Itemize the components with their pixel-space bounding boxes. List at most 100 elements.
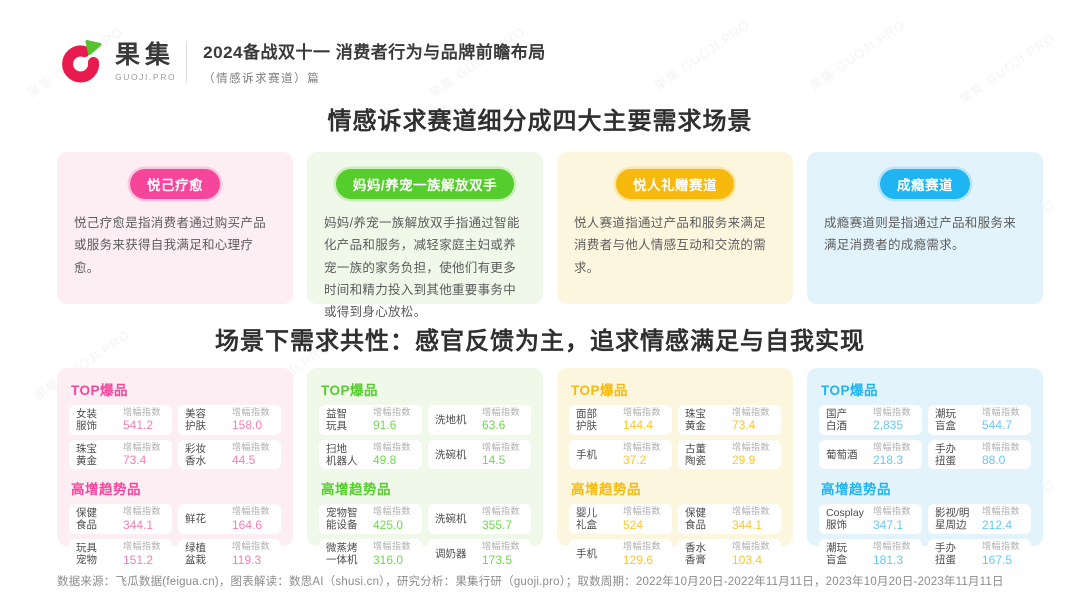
product-name: 婴儿 礼盒 xyxy=(576,507,597,532)
watermark: 果集 GUOJI.PRO xyxy=(955,27,1059,107)
product-name: 潮玩 盲盒 xyxy=(826,542,847,567)
items-grid: 女装 服饰 增幅指数 541.2 美容 护肤 增幅指数 158.0 珠宝 黄金 增幅指数 7… xyxy=(69,405,281,470)
product-name: 益智 玩具 xyxy=(326,407,347,432)
metric-label: 增幅指数 xyxy=(732,506,771,517)
scene-badge: 悦己疗愈 xyxy=(130,169,220,199)
metric-value: 37.2 xyxy=(623,453,647,468)
product-name: 香水 香膏 xyxy=(685,542,706,567)
group-title-top: TOP爆品 xyxy=(571,383,629,398)
metric-value: 344.1 xyxy=(732,517,763,532)
metric-value: 212.4 xyxy=(982,517,1013,532)
product-name: Cosplay 服饰 xyxy=(826,507,864,532)
report-title-block: 2024备战双十一 消费者行为与品牌前瞻布局 （情感诉求赛道）篇 xyxy=(203,38,546,86)
metric-value: 73.4 xyxy=(123,453,147,468)
metric-label: 增幅指数 xyxy=(873,506,912,517)
metric-label: 增幅指数 xyxy=(982,407,1021,417)
group-title-trend: 高增趋势品 xyxy=(821,482,891,498)
metric-label: 增幅指数 xyxy=(123,541,162,552)
metric-label: 增幅指数 xyxy=(623,541,662,552)
brand-domain: GUOJI.PRO xyxy=(115,72,177,83)
data-panels-row: TOP爆品 女装 服饰 增幅指数 541.2 美容 护肤 增幅指数 158.0 珠宝 黄… xyxy=(57,368,1043,569)
metric-value: 2,835 xyxy=(873,418,904,433)
product-item: 珠宝 黄金 增幅指数 73.4 xyxy=(69,439,172,470)
product-item: 玩具 宠物 增幅指数 151.2 xyxy=(69,539,172,569)
metric-value: 151.2 xyxy=(123,552,154,567)
product-name: 扫地 机器人 xyxy=(326,442,358,467)
items-grid: 婴儿 礼盒 增幅指数 524 保健 食品 增幅指数 344.1 手机 增幅指数 129.6 … xyxy=(569,504,781,569)
scene-description: 成瘾赛道则是指通过产品和服务来满足消费者的成瘾需求。 xyxy=(824,216,1017,253)
metric-label: 增幅指数 xyxy=(482,441,521,452)
metric-value: 49.8 xyxy=(373,453,397,468)
product-name: 洗碗机 xyxy=(435,448,467,461)
metric-value: 144.4 xyxy=(623,418,654,433)
product-item: 手办 扭蛋 增幅指数 88.0 xyxy=(928,439,1031,470)
metric-value: 355.7 xyxy=(482,517,513,532)
product-item: 扫地 机器人 增幅指数 49.8 xyxy=(319,439,422,470)
product-name: 葡萄酒 xyxy=(826,448,858,461)
metric-label: 增幅指数 xyxy=(232,506,271,517)
metric-label: 增幅指数 xyxy=(482,407,521,417)
metric-label: 增幅指数 xyxy=(732,407,771,417)
product-name: 手办 扭蛋 xyxy=(935,542,956,567)
product-item: 微蒸烤 一体机 增幅指数 316.0 xyxy=(319,539,422,569)
product-name: 绿植 盆栽 xyxy=(185,542,206,567)
product-name: 洗地机 xyxy=(435,413,467,426)
product-item: 益智 玩具 增幅指数 91.6 xyxy=(319,405,422,435)
metric-label: 增幅指数 xyxy=(373,541,412,552)
product-item: Cosplay 服饰 增幅指数 347.1 xyxy=(819,504,922,535)
product-item: 影视/明 星周边 增幅指数 212.4 xyxy=(928,504,1031,535)
metric-label: 增幅指数 xyxy=(873,441,912,452)
scene-badge: 妈妈/养宠一族解放双手 xyxy=(335,169,515,199)
metric-label: 增幅指数 xyxy=(123,441,162,452)
metric-label: 增幅指数 xyxy=(482,541,521,552)
items-grid: 保健 食品 增幅指数 344.1 鲜花 增幅指数 164.6 玩具 宠物 增幅指数 151.… xyxy=(69,504,281,569)
product-item: 珠宝 黄金 增幅指数 73.4 xyxy=(678,405,781,435)
items-grid: 面部 护肤 增幅指数 144.4 珠宝 黄金 增幅指数 73.4 手机 增幅指数 37.2 … xyxy=(569,405,781,470)
product-item: 葡萄酒 增幅指数 218.3 xyxy=(819,439,922,470)
metric-value: 129.6 xyxy=(623,552,654,567)
items-grid: 益智 玩具 增幅指数 91.6 洗地机 增幅指数 63.6 扫地 机器人 增幅指数 49.8… xyxy=(319,405,531,470)
product-name: 面部 护肤 xyxy=(576,407,597,432)
product-name: 鲜花 xyxy=(185,513,206,526)
product-name: 调奶器 xyxy=(435,548,467,561)
items-grid: Cosplay 服饰 增幅指数 347.1 影视/明 星周边 增幅指数 212.4 潮玩… xyxy=(819,504,1031,569)
metric-value: 164.6 xyxy=(232,517,263,532)
product-item: 手办 扭蛋 增幅指数 167.5 xyxy=(928,539,1031,569)
group-title-top: TOP爆品 xyxy=(821,383,879,398)
metric-value: 91.6 xyxy=(373,418,397,433)
metric-label: 增幅指数 xyxy=(123,407,162,417)
product-name: 女装 服饰 xyxy=(76,407,97,432)
product-item: 调奶器 增幅指数 173.5 xyxy=(428,539,531,569)
section-title-commonality: 场景下需求共性：感官反馈为主，追求情感满足与自我实现 xyxy=(215,328,865,355)
group-title-trend: 高增趋势品 xyxy=(321,482,391,498)
watermark: 果集 GUOJI.PRO xyxy=(650,14,754,94)
product-item: 潮玩 盲盒 增幅指数 544.7 xyxy=(928,405,1031,435)
product-item: 洗碗机 增幅指数 14.5 xyxy=(428,439,531,470)
scene-badge: 悦人礼赠赛道 xyxy=(616,169,734,199)
scene-description: 悦人赛道指通过产品和服务来满足消费者与他人情感互动和交流的需求。 xyxy=(574,216,767,275)
metric-value: 524 xyxy=(623,517,644,532)
scene-card-addiction: 成瘾赛道 成瘾赛道则是指通过产品和服务来满足消费者的成瘾需求。 xyxy=(807,152,1043,304)
product-name: 保健 食品 xyxy=(76,507,97,532)
product-item: 保健 食品 增幅指数 344.1 xyxy=(678,504,781,535)
product-item: 保健 食品 增幅指数 344.1 xyxy=(69,504,172,535)
data-panel-self-healing: TOP爆品 女装 服饰 增幅指数 541.2 美容 护肤 增幅指数 158.0 珠宝 黄… xyxy=(57,368,293,569)
product-name: 手办 扭蛋 xyxy=(935,442,956,467)
product-name: 影视/明 星周边 xyxy=(935,507,970,532)
scene-description: 妈妈/养宠一族解放双手指通过智能化产品和服务，减轻家庭主妇或养宠一族的家务负担，… xyxy=(324,216,520,319)
group-title-top: TOP爆品 xyxy=(71,383,129,398)
product-name: 宠物智 能设备 xyxy=(326,507,358,532)
product-name: 彩妆 香水 xyxy=(185,442,206,467)
metric-value: 218.3 xyxy=(873,453,904,468)
product-item: 洗碗机 增幅指数 355.7 xyxy=(428,504,531,535)
product-item: 洗地机 增幅指数 63.6 xyxy=(428,405,531,435)
product-name: 美容 护肤 xyxy=(185,407,206,432)
product-name: 潮玩 盲盒 xyxy=(935,407,956,432)
metric-value: 103.4 xyxy=(732,552,763,567)
product-name: 玩具 宠物 xyxy=(76,542,97,567)
product-name: 珠宝 黄金 xyxy=(76,442,97,467)
header: 果集 GUOJI.PRO 2024备战双十一 消费者行为与品牌前瞻布局 （情感诉… xyxy=(57,38,546,86)
metric-value: 63.6 xyxy=(482,418,506,433)
brand-name: 果集 xyxy=(115,40,176,69)
items-grid: 宠物智 能设备 增幅指数 425.0 洗碗机 增幅指数 355.7 微蒸烤 一体机 增幅指… xyxy=(319,504,531,569)
